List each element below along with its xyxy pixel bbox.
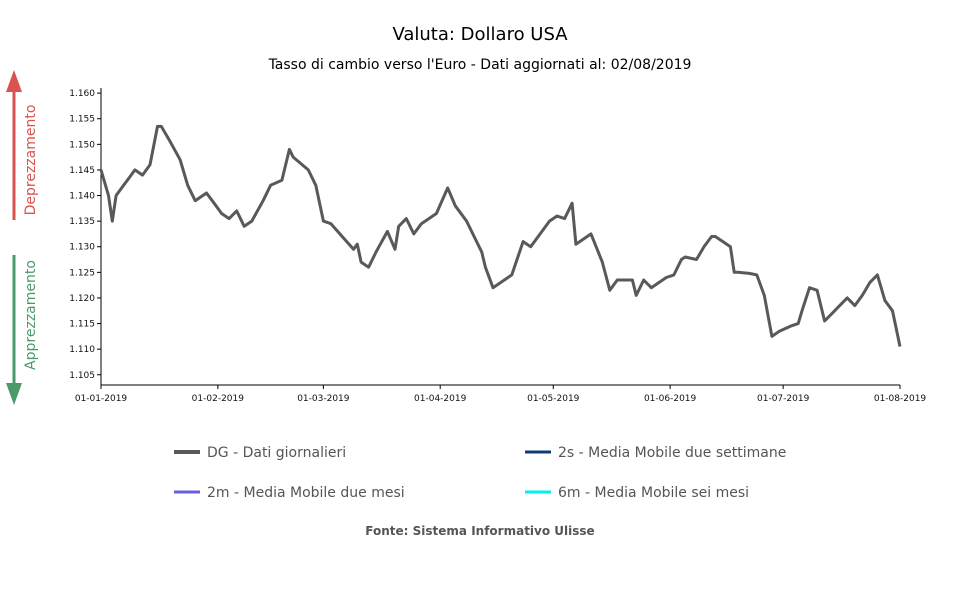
y-tick-label: 1.145 [69,166,95,176]
x-tick-label: 01-03-2019 [297,394,350,404]
x-tick-label: 01-05-2019 [527,394,580,404]
y-tick-label: 1.150 [69,140,95,150]
depreciation-arrow [6,70,22,220]
y-tick-label: 1.160 [69,89,95,99]
x-tick-label: 01-07-2019 [757,394,810,404]
x-tick-label: 01-01-2019 [75,394,128,404]
svg-text:2m - Media Mobile due mesi: 2m - Media Mobile due mesi [207,485,405,501]
y-tick-label: 1.110 [69,345,95,355]
legend-item-2m: 2m - Media Mobile due mesi [174,485,405,501]
x-tick-label: 01-02-2019 [192,394,245,404]
series-line-0 [99,124,902,347]
svg-text:DG - Dati giornalieri: DG - Dati giornalieri [207,445,346,461]
x-tick-label: 01-06-2019 [644,394,697,404]
appreciation-arrow [6,255,22,405]
y-tick-label: 1.155 [69,115,95,125]
y-tick-label: 1.120 [69,294,95,304]
svg-text:6m - Media Mobile sei mesi: 6m - Media Mobile sei mesi [558,485,749,501]
y-tick-label: 1.130 [69,243,95,253]
legend-item-dg: DG - Dati giornalieri [174,445,346,461]
chart-title: Valuta: Dollaro USA [392,24,568,45]
x-tick-label: 01-04-2019 [414,394,467,404]
legend: DG - Dati giornalieri 2s - Media Mobile … [174,445,786,501]
appreciation-label: Apprezzamento [23,260,39,370]
y-tick-label: 1.125 [69,268,95,278]
y-axis-ticks: 1.160 1.155 1.150 1.145 1.140 1.135 1.130 1.125… [69,89,101,381]
legend-item-2s: 2s - Media Mobile due settimane [525,445,786,461]
y-tick-label: 1.105 [69,371,95,381]
chart-subtitle: Tasso di cambio verso l'Euro - Dati aggi… [268,57,692,73]
y-tick-label: 1.115 [69,320,95,330]
y-tick-label: 1.140 [69,192,95,202]
x-tick-label: 01-08-2019 [874,394,927,404]
svg-text:2s - Media Mobile due settiman: 2s - Media Mobile due settimane [558,445,786,461]
series-lines [99,124,902,347]
y-tick-label: 1.135 [69,217,95,227]
source-note: Fonte: Sistema Informativo Ulisse [365,524,594,538]
x-axis-ticks: 01-01-2019 01-02-2019 01-03-2019 01-04-2019… [75,385,927,404]
legend-item-6m: 6m - Media Mobile sei mesi [525,485,749,501]
depreciation-label: Deprezzamento [23,105,39,216]
